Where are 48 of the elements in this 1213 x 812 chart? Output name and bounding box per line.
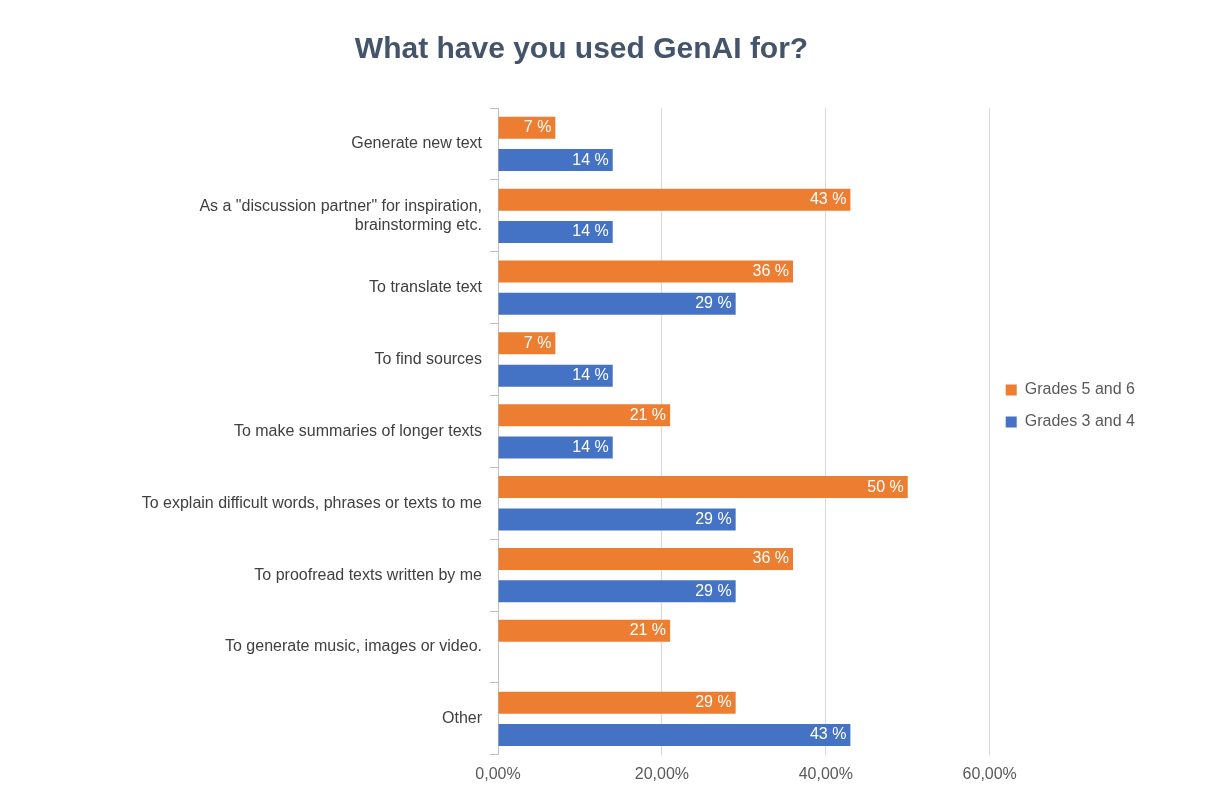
y-tick-label: To generate music, images or video.	[224, 637, 482, 655]
data-label: 21 %	[629, 405, 667, 423]
legend-label: Grades 3 and 4	[1024, 412, 1136, 430]
data-label: 29 %	[695, 294, 732, 312]
bar	[498, 691, 736, 714]
y-tick-label: To find sources	[374, 349, 482, 367]
bar	[498, 476, 908, 499]
data-label: 14 %	[572, 150, 609, 168]
x-tick-label: 20,00%	[634, 764, 690, 782]
bar	[498, 292, 736, 315]
data-label: 14 %	[572, 366, 609, 384]
data-label: 36 %	[752, 549, 790, 567]
x-tick-label: 60,00%	[962, 764, 1017, 782]
bar	[498, 547, 794, 570]
data-label: 29 %	[695, 581, 732, 599]
x-tick-label: 40,00%	[798, 764, 853, 782]
legend-label: Grades 5 and 6	[1024, 380, 1136, 398]
bar	[498, 436, 613, 459]
y-tick-label: Other	[441, 709, 483, 727]
data-label: 43 %	[809, 725, 847, 743]
data-label: 29 %	[695, 693, 732, 711]
x-tick-label: 0,00%	[475, 764, 521, 782]
bar	[498, 364, 613, 387]
data-label: 7 %	[523, 118, 552, 136]
data-label: 14 %	[572, 222, 609, 240]
data-label: 36 %	[752, 261, 790, 279]
y-tick-label: To make summaries of longer texts	[233, 421, 482, 439]
bar	[498, 260, 794, 283]
data-label: 14 %	[572, 437, 609, 455]
data-label: 7 %	[523, 333, 552, 351]
y-tick-label: To translate text	[369, 278, 483, 296]
bar	[498, 149, 613, 172]
bar	[498, 188, 851, 211]
bar	[498, 619, 671, 642]
y-tick-label: As a "discussion partner" for inspiration, brainstorming etc.	[199, 196, 482, 233]
chart-title: What have you used GenAI for?	[354, 31, 809, 65]
data-label: 50 %	[867, 477, 904, 495]
data-label: 29 %	[695, 509, 732, 527]
y-tick-label: To proofread texts written by me	[254, 565, 483, 583]
data-label: 21 %	[629, 621, 667, 639]
y-tick-label: To explain difficult words, phrases or texts to me	[141, 493, 483, 511]
bar	[498, 508, 736, 531]
bar	[498, 724, 851, 747]
bar	[498, 220, 613, 243]
bar	[498, 580, 736, 603]
data-label: 43 %	[809, 190, 847, 208]
bar	[498, 404, 671, 427]
y-tick-label: Generate new text	[351, 134, 483, 152]
